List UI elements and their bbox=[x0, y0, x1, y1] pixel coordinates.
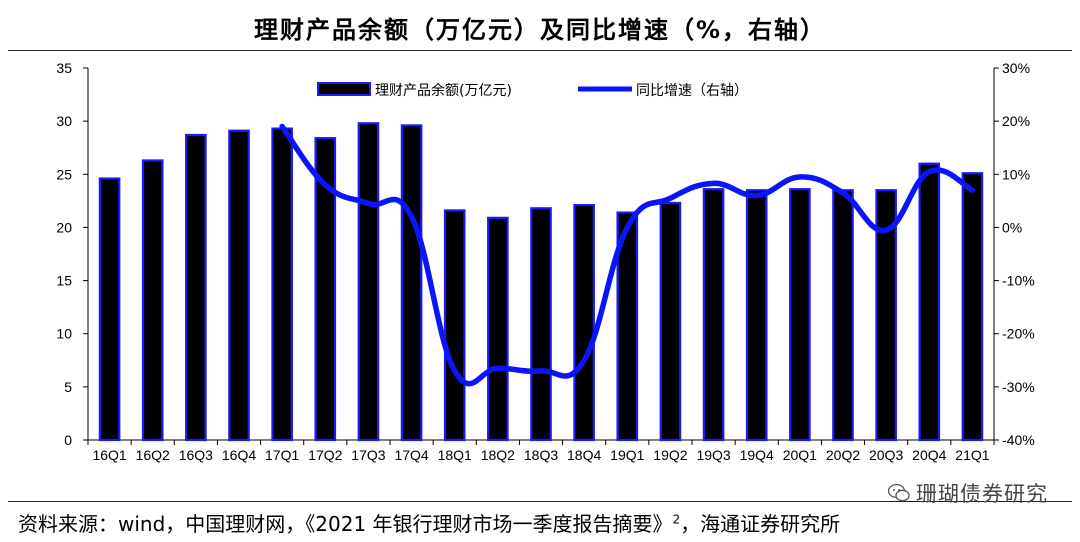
bar bbox=[357, 122, 380, 442]
y-right-tick-label: 30% bbox=[1002, 60, 1030, 76]
bar-series bbox=[98, 122, 984, 442]
y-left-tick-label: 10 bbox=[56, 326, 72, 342]
y-left-tick-label: 30 bbox=[56, 113, 72, 129]
axes: 0 5 10 15 20 25 30 35 -40% -30% -20% -10% 0% 10% 20% 30… bbox=[56, 60, 1034, 463]
y-left-tick-label: 25 bbox=[56, 166, 72, 182]
bar bbox=[228, 129, 250, 442]
wechat-icon bbox=[888, 484, 910, 502]
x-tick-label: 20Q2 bbox=[826, 447, 860, 463]
x-tick-label: 16Q1 bbox=[92, 447, 126, 463]
x-tick-label: 16Q3 bbox=[179, 447, 213, 463]
bar bbox=[98, 177, 121, 442]
x-tick-label: 18Q1 bbox=[438, 447, 472, 463]
watermark: 珊瑚债券研究 bbox=[888, 478, 1048, 508]
y-left-tick-label: 0 bbox=[64, 432, 72, 448]
source-text: 资料来源：wind，中国理财网，《2021 年银行理财市场一季度报告摘要》 bbox=[18, 512, 673, 536]
y-right-tick-label: 0% bbox=[1002, 219, 1022, 235]
bar bbox=[530, 207, 552, 442]
line-series bbox=[279, 123, 976, 387]
x-tick-label: 20Q1 bbox=[783, 447, 817, 463]
bar bbox=[314, 137, 337, 442]
legend: 理财产品余额(万亿元) 同比增速（右轴） bbox=[317, 82, 748, 99]
x-tick-label: 19Q2 bbox=[653, 447, 687, 463]
growth-line bbox=[279, 123, 976, 387]
bar bbox=[745, 189, 768, 442]
x-tick-label: 17Q2 bbox=[308, 447, 342, 463]
legend-bar-label: 理财产品余额(万亿元) bbox=[375, 82, 512, 99]
bar bbox=[832, 189, 854, 442]
bar bbox=[702, 188, 725, 442]
x-tick-label: 16Q2 bbox=[136, 447, 170, 463]
x-tick-label: 16Q4 bbox=[222, 447, 256, 463]
x-tick-label: 18Q2 bbox=[481, 447, 515, 463]
y-right-tick-label: -20% bbox=[1002, 326, 1035, 342]
y-right-tick-label: -30% bbox=[1002, 379, 1035, 395]
bar bbox=[400, 124, 423, 442]
x-tick-label: 17Q1 bbox=[265, 447, 299, 463]
y-right-tick-label: -10% bbox=[1002, 273, 1035, 289]
bar bbox=[616, 211, 639, 442]
x-tick-label: 21Q1 bbox=[955, 447, 989, 463]
bar bbox=[789, 188, 811, 442]
legend-line-label: 同比增速（右轴） bbox=[636, 83, 748, 99]
x-tick-label: 19Q3 bbox=[696, 447, 730, 463]
chart-title: 理财产品余额（万亿元）及同比增速（%，右轴） bbox=[253, 16, 827, 44]
y-left-tick-label: 15 bbox=[56, 273, 72, 289]
source-footnote: 2 bbox=[672, 512, 681, 527]
watermark-text: 珊瑚债券研究 bbox=[916, 482, 1048, 506]
y-left-tick-label: 20 bbox=[56, 219, 72, 235]
x-tick-label: 19Q4 bbox=[740, 447, 774, 463]
bar bbox=[141, 159, 164, 442]
x-tick-label: 19Q1 bbox=[610, 447, 644, 463]
bar bbox=[271, 127, 293, 442]
footer-divider bbox=[8, 501, 1072, 502]
x-tick-label: 17Q4 bbox=[394, 447, 428, 463]
x-tick-label: 20Q4 bbox=[912, 447, 946, 463]
bar bbox=[961, 172, 984, 442]
x-tick-label: 17Q3 bbox=[351, 447, 385, 463]
y-left-tick-label: 35 bbox=[56, 60, 72, 76]
title-divider bbox=[8, 50, 1072, 51]
bar bbox=[918, 162, 941, 442]
bar bbox=[659, 201, 682, 442]
chart-area: 0 5 10 15 20 25 30 35 -40% -30% -20% -10% 0% 10% 20% 30… bbox=[56, 60, 1034, 463]
source-note: 资料来源：wind，中国理财网，《2021 年银行理财市场一季度报告摘要》2，海… bbox=[18, 508, 840, 537]
y-right-tick-label: 20% bbox=[1002, 113, 1030, 129]
bar bbox=[487, 216, 509, 442]
bar bbox=[443, 209, 466, 442]
source-suffix: ，海通证券研究所 bbox=[680, 512, 841, 536]
legend-bar-swatch bbox=[317, 82, 371, 96]
y-left-tick-label: 5 bbox=[64, 379, 72, 395]
bar bbox=[185, 133, 207, 442]
x-tick-label: 20Q3 bbox=[869, 447, 903, 463]
y-right-tick-label: -40% bbox=[1002, 432, 1035, 448]
y-right-tick-label: 10% bbox=[1002, 166, 1030, 182]
x-tick-label: 18Q4 bbox=[567, 447, 601, 463]
x-tick-label: 18Q3 bbox=[524, 447, 558, 463]
bar bbox=[573, 204, 595, 442]
bar bbox=[875, 189, 897, 442]
